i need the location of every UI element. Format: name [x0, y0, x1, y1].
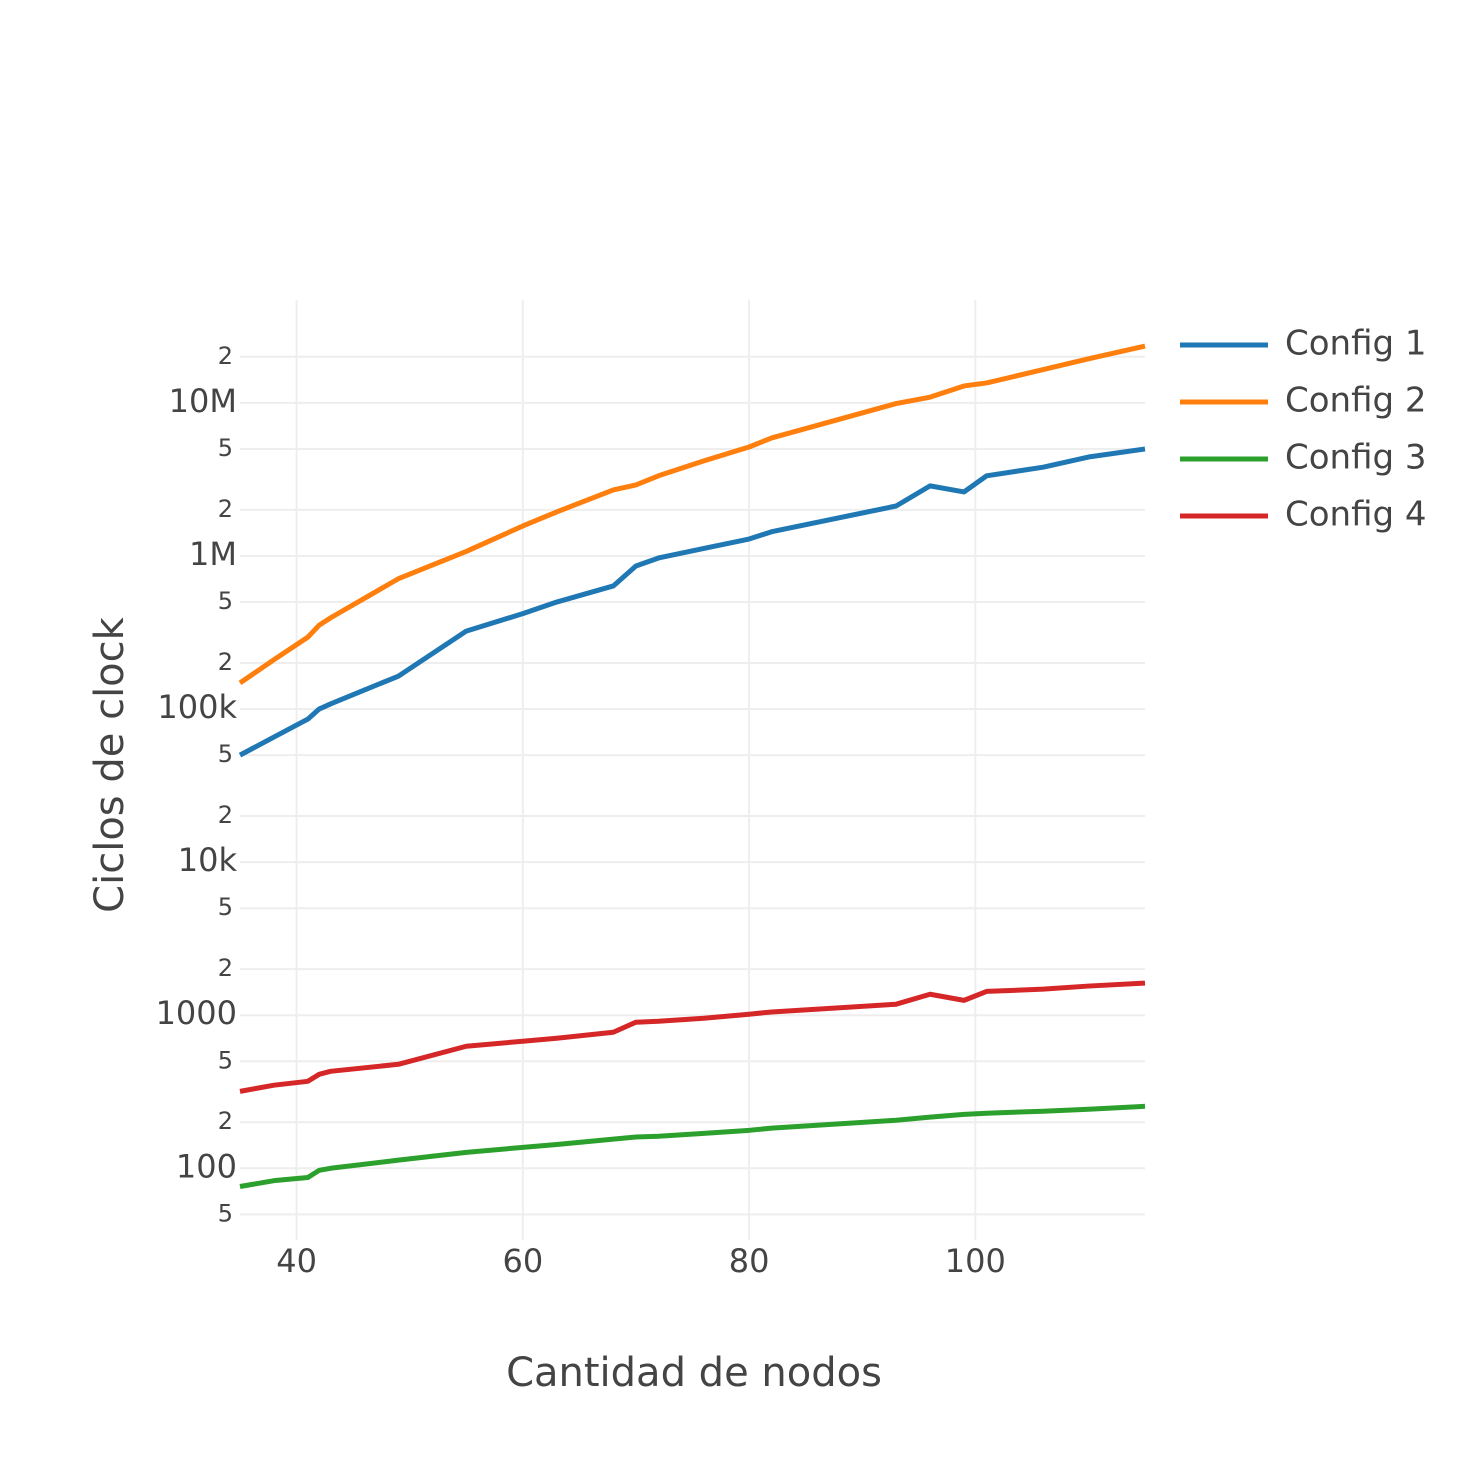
y-tick-label: 2 — [218, 342, 233, 370]
x-tick-label: 40 — [276, 1242, 317, 1280]
y-tick-label: 5 — [218, 587, 233, 615]
y-tick-label: 100 — [176, 1147, 237, 1185]
y-tick-label: 5 — [218, 434, 233, 462]
y-tick-label: 1000 — [156, 994, 237, 1032]
legend-label: Config 2 — [1285, 381, 1427, 421]
series-line — [238, 446, 1146, 758]
y-tick-label: 2 — [218, 1107, 233, 1135]
y-tick-label: 5 — [218, 893, 233, 921]
x-axis-title: Cantidad de nodos — [506, 1350, 882, 1396]
series-line — [239, 1103, 1146, 1189]
series-line — [238, 343, 1146, 686]
x-tick-label: 80 — [729, 1242, 770, 1280]
y-tick-label: 1M — [189, 535, 237, 573]
y-tick-label: 10k — [178, 841, 238, 879]
y-axis-title: Ciclos de clock — [87, 616, 133, 912]
y-tick-label: 100k — [157, 688, 237, 726]
y-tick-label: 2 — [218, 954, 233, 982]
y-tick-label: 5 — [218, 1046, 233, 1074]
legend-label: Config 1 — [1285, 324, 1427, 364]
y-tick-label: 2 — [218, 495, 233, 523]
y-tick-label: 10M — [169, 382, 237, 420]
series-line — [239, 980, 1146, 1094]
y-tick-label: 2 — [218, 648, 233, 676]
x-tick-label: 100 — [945, 1242, 1006, 1280]
y-tick-label: 5 — [218, 740, 233, 768]
x-tick-label: 60 — [502, 1242, 543, 1280]
legend-label: Config 3 — [1285, 438, 1427, 478]
y-tick-label: 2 — [218, 801, 233, 829]
y-tick-label: 5 — [218, 1199, 233, 1227]
legend-label: Config 4 — [1285, 495, 1427, 535]
